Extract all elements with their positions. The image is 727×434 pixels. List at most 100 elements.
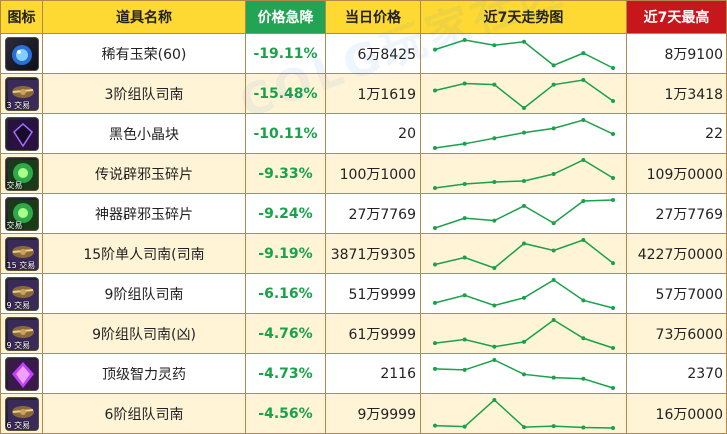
trend-point — [551, 423, 556, 428]
price-drop-value: -10.11% — [253, 125, 318, 142]
trade-tag: 15 交易 — [6, 260, 36, 270]
header-trend: 近7天走势图 — [421, 0, 627, 34]
header-icon: 图标 — [0, 0, 43, 34]
trend-point — [551, 317, 556, 322]
max-price: 27万7769 — [627, 194, 727, 234]
table-row[interactable]: 9 交易 9阶组队司南 -6.16% 51万9999 57万7000 — [0, 274, 727, 314]
trend-point — [462, 141, 467, 146]
compass-icon: 3 交易 — [4, 76, 39, 111]
table-row[interactable]: 15 交易 15阶单人司南(司南 -9.19% 3871万9305 4227万0000 — [0, 234, 727, 274]
table-row[interactable]: 6 交易 6阶组队司南 -4.56% 9万9999 16万0000 — [0, 394, 727, 434]
trend-line — [434, 278, 614, 309]
item-name: 传说辟邪玉碎片 — [43, 154, 246, 194]
trend-sparkline — [433, 37, 615, 70]
max-price: 1万3418 — [627, 74, 727, 114]
item-icon-cell: 9 交易 — [0, 274, 43, 314]
current-price: 61万9999 — [326, 314, 421, 354]
trend-point — [522, 424, 526, 429]
trend-sparkline — [433, 117, 615, 150]
trend-point — [433, 423, 437, 428]
trend-point — [462, 292, 467, 297]
trend-point — [433, 262, 437, 266]
price-drop-value: -4.76% — [258, 325, 313, 342]
trend-point — [581, 335, 586, 340]
trend-point — [551, 171, 556, 176]
price-drop-value: -9.24% — [258, 205, 313, 222]
current-price: 9万9999 — [326, 394, 421, 434]
trend-sparkline — [433, 237, 615, 270]
table-row[interactable]: 3 交易 3阶组队司南 -15.48% 1万1619 1万3418 — [0, 74, 727, 114]
item-icon-cell: 15 交易 — [0, 234, 43, 274]
item-name: 稀有玉荣(60) — [43, 34, 246, 74]
item-icon-cell: 6 交易 — [0, 394, 43, 434]
trend-point — [522, 178, 526, 183]
trend-sparkline — [433, 77, 615, 110]
trend-point — [492, 82, 497, 87]
header-name: 道具名称 — [43, 0, 246, 34]
table-row[interactable]: 顶级智力灵药 -4.73% 2116 2370 — [0, 354, 727, 394]
trend-cell — [421, 194, 627, 234]
trend-point — [522, 339, 526, 344]
trend-point — [462, 424, 467, 429]
table-row[interactable]: 9 交易 9阶组队司南(凶) -4.76% 61万9999 73万6000 — [0, 314, 727, 354]
trade-tag: 9 交易 — [6, 300, 31, 310]
item-name: 15阶单人司南(司南 — [43, 234, 246, 274]
table-row[interactable]: 交易 神器辟邪玉碎片 -9.24% 27万7769 27万7769 — [0, 194, 727, 234]
trend-point — [611, 98, 615, 103]
trend-sparkline — [433, 197, 615, 230]
trend-point — [492, 218, 497, 223]
trend-point — [462, 81, 467, 85]
item-name: 神器辟邪玉碎片 — [43, 194, 246, 234]
trend-point — [581, 198, 586, 203]
trend-cell — [421, 274, 627, 314]
trade-tag: 6 交易 — [6, 420, 31, 430]
table-row[interactable]: 稀有玉荣(60) -19.11% 6万8425 8万9100 — [0, 34, 727, 74]
trend-point — [611, 385, 615, 390]
max-price: 8万9100 — [627, 34, 727, 74]
table-row[interactable]: 交易 传说辟邪玉碎片 -9.33% 100万1000 109万0000 — [0, 154, 727, 194]
trend-point — [551, 62, 556, 67]
current-price: 3871万9305 — [326, 234, 421, 274]
item-icon-cell: 9 交易 — [0, 314, 43, 354]
trend-point — [522, 295, 526, 300]
trend-point — [522, 241, 526, 245]
trade-tag: 3 交易 — [6, 100, 31, 110]
trend-point — [462, 255, 467, 259]
table-row[interactable]: 黑色小晶块 -10.11% 20 22 — [0, 114, 727, 154]
trend-point — [611, 260, 615, 265]
trend-cell — [421, 394, 627, 434]
price-drop: -9.19% — [246, 234, 326, 274]
price-drop-value: -15.48% — [253, 85, 318, 102]
current-price: 51万9999 — [326, 274, 421, 314]
trend-point — [462, 336, 467, 341]
trend-point — [462, 37, 467, 42]
trend-point — [433, 300, 437, 305]
item-name: 9阶组队司南(凶) — [43, 314, 246, 354]
trend-cell — [421, 234, 627, 274]
item-icon-cell — [0, 34, 43, 74]
max-price: 4227万0000 — [627, 234, 727, 274]
price-drop-value: -9.33% — [258, 165, 313, 182]
trend-point — [581, 77, 586, 82]
header-max: 近7天最高 — [627, 0, 727, 34]
price-drop: -10.11% — [246, 114, 326, 154]
trend-point — [581, 50, 586, 55]
price-drop-value: -4.56% — [258, 405, 313, 422]
trend-point — [551, 248, 556, 252]
trend-point — [551, 82, 556, 87]
price-drop-value: -6.16% — [258, 285, 313, 302]
trend-point — [492, 265, 497, 270]
trend-point — [581, 237, 586, 242]
item-name: 黑色小晶块 — [43, 114, 246, 154]
price-drop: -4.73% — [246, 354, 326, 394]
max-price: 22 — [627, 114, 727, 154]
trend-point — [462, 367, 467, 372]
trend-point — [433, 47, 437, 52]
max-price: 16万0000 — [627, 394, 727, 434]
trend-line — [434, 38, 614, 69]
trend-point — [551, 277, 556, 282]
black-crystal-icon — [4, 116, 39, 151]
trend-point — [551, 125, 556, 130]
table-header: 图标 道具名称 价格急降 当日价格 近7天走势图 近7天最高 — [0, 0, 727, 34]
price-drop: -4.56% — [246, 394, 326, 434]
